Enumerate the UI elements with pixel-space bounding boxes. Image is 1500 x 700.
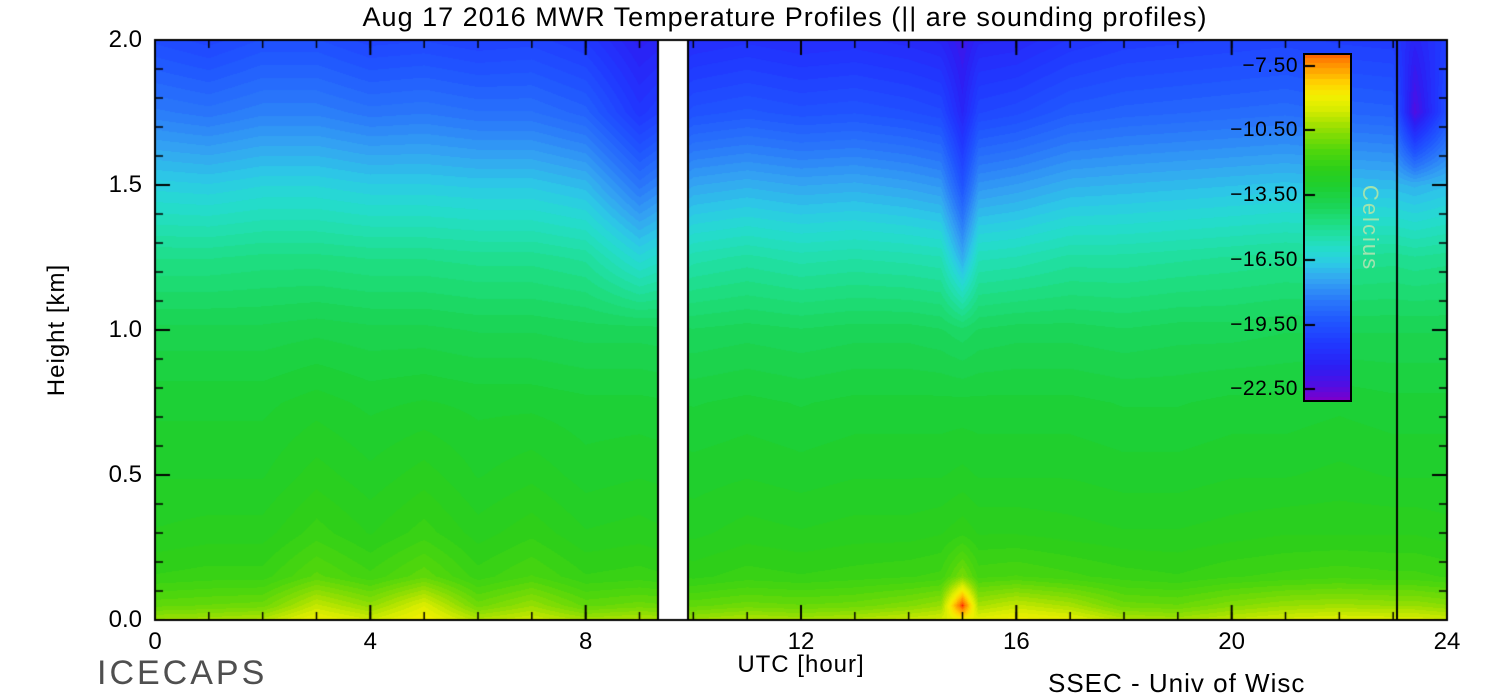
- y-tick-label: 0.0: [108, 606, 142, 633]
- y-tick-label: 0.5: [108, 461, 142, 488]
- ssec-credit-text: SSEC - Univ of Wisc: [1048, 668, 1306, 698]
- colorbar: [1303, 53, 1352, 402]
- x-tick-label: 20: [1218, 628, 1246, 655]
- x-tick-label: 0: [148, 628, 162, 655]
- heatmap-canvas: [155, 40, 1447, 620]
- y-tick-label: 2.0: [108, 26, 142, 53]
- x-tick-label: 4: [363, 628, 378, 655]
- x-tick-label: 16: [1002, 628, 1030, 655]
- x-tick-label: 24: [1433, 628, 1461, 655]
- icecaps-logo-text: ICECAPS: [97, 654, 268, 692]
- x-axis-label: UTC [hour]: [737, 651, 865, 678]
- y-tick-label: 1.0: [108, 316, 142, 343]
- colorbar-unit-label: Celcius: [1358, 184, 1383, 272]
- x-tick-label: 8: [578, 628, 593, 655]
- chart-title: Aug 17 2016 MWR Temperature Profiles (||…: [362, 2, 1208, 32]
- x-tick-label: 12: [787, 628, 815, 655]
- colorbar-gradient: [1305, 55, 1350, 400]
- y-axis-label: Height [km]: [43, 263, 70, 397]
- y-tick-label: 1.5: [108, 171, 142, 198]
